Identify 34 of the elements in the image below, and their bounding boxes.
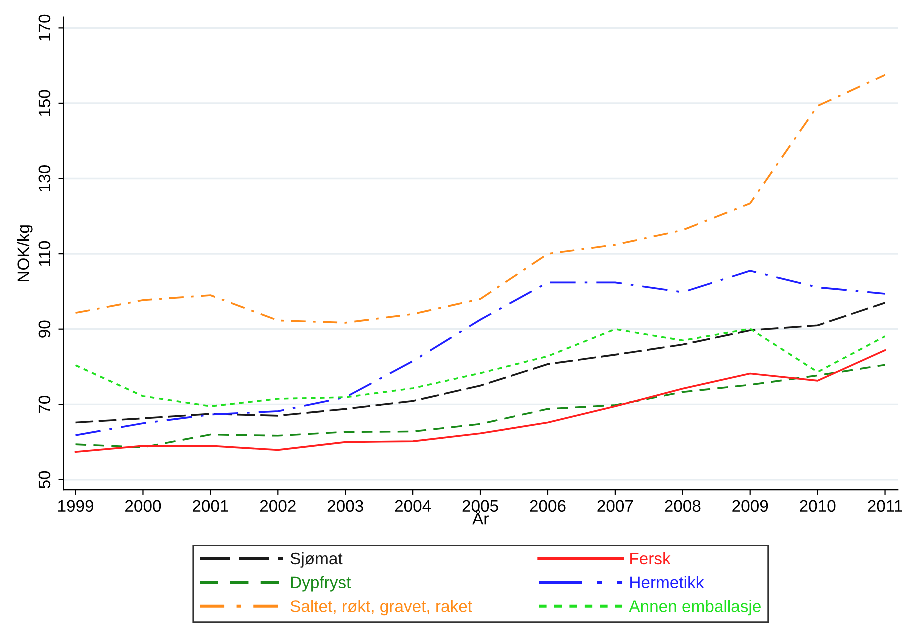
y-tick-label: 110 <box>38 241 51 266</box>
y-tick-label: 90 <box>38 320 51 338</box>
x-tick-label: 2006 <box>530 500 566 512</box>
x-tick-label: 2009 <box>732 500 768 512</box>
x-tick-label: 2010 <box>800 500 836 512</box>
line-series <box>74 350 886 453</box>
y-axis-title: NOK/kg <box>17 226 33 282</box>
y-tick-label: 170 <box>38 14 51 41</box>
x-tick-label: 2001 <box>192 500 228 512</box>
text: Sjømat <box>290 552 343 568</box>
x-tick-label: 2000 <box>126 500 162 512</box>
x-tick-label: 2004 <box>395 500 432 512</box>
text: Fersk <box>630 552 671 565</box>
x-tick-label: 2005 <box>462 500 498 512</box>
text: Hermetikk <box>630 576 704 589</box>
x-tick-label: 2008 <box>665 500 701 512</box>
x-tick-label: 1999 <box>58 500 94 512</box>
x-tick-label: 2011 <box>868 500 902 512</box>
line-series <box>74 364 886 448</box>
line-series <box>74 270 886 436</box>
y-tick-label: 50 <box>38 471 51 489</box>
x-tick-label: 2003 <box>328 500 364 512</box>
text: Saltet, røkt, gravet, raket <box>290 600 472 616</box>
line-series <box>74 328 886 408</box>
y-tick-label: 130 <box>38 166 51 192</box>
text: Dypfryst <box>291 576 352 592</box>
x-axis-title: År <box>472 510 489 525</box>
line-series <box>74 302 886 424</box>
y-tick-label: 70 <box>38 396 51 414</box>
text: Annen emballasje <box>629 600 761 616</box>
y-tick-label: 150 <box>38 90 51 116</box>
line-series <box>74 74 886 324</box>
x-tick-label: 2007 <box>598 500 634 512</box>
x-tick-label: 2002 <box>260 500 296 512</box>
